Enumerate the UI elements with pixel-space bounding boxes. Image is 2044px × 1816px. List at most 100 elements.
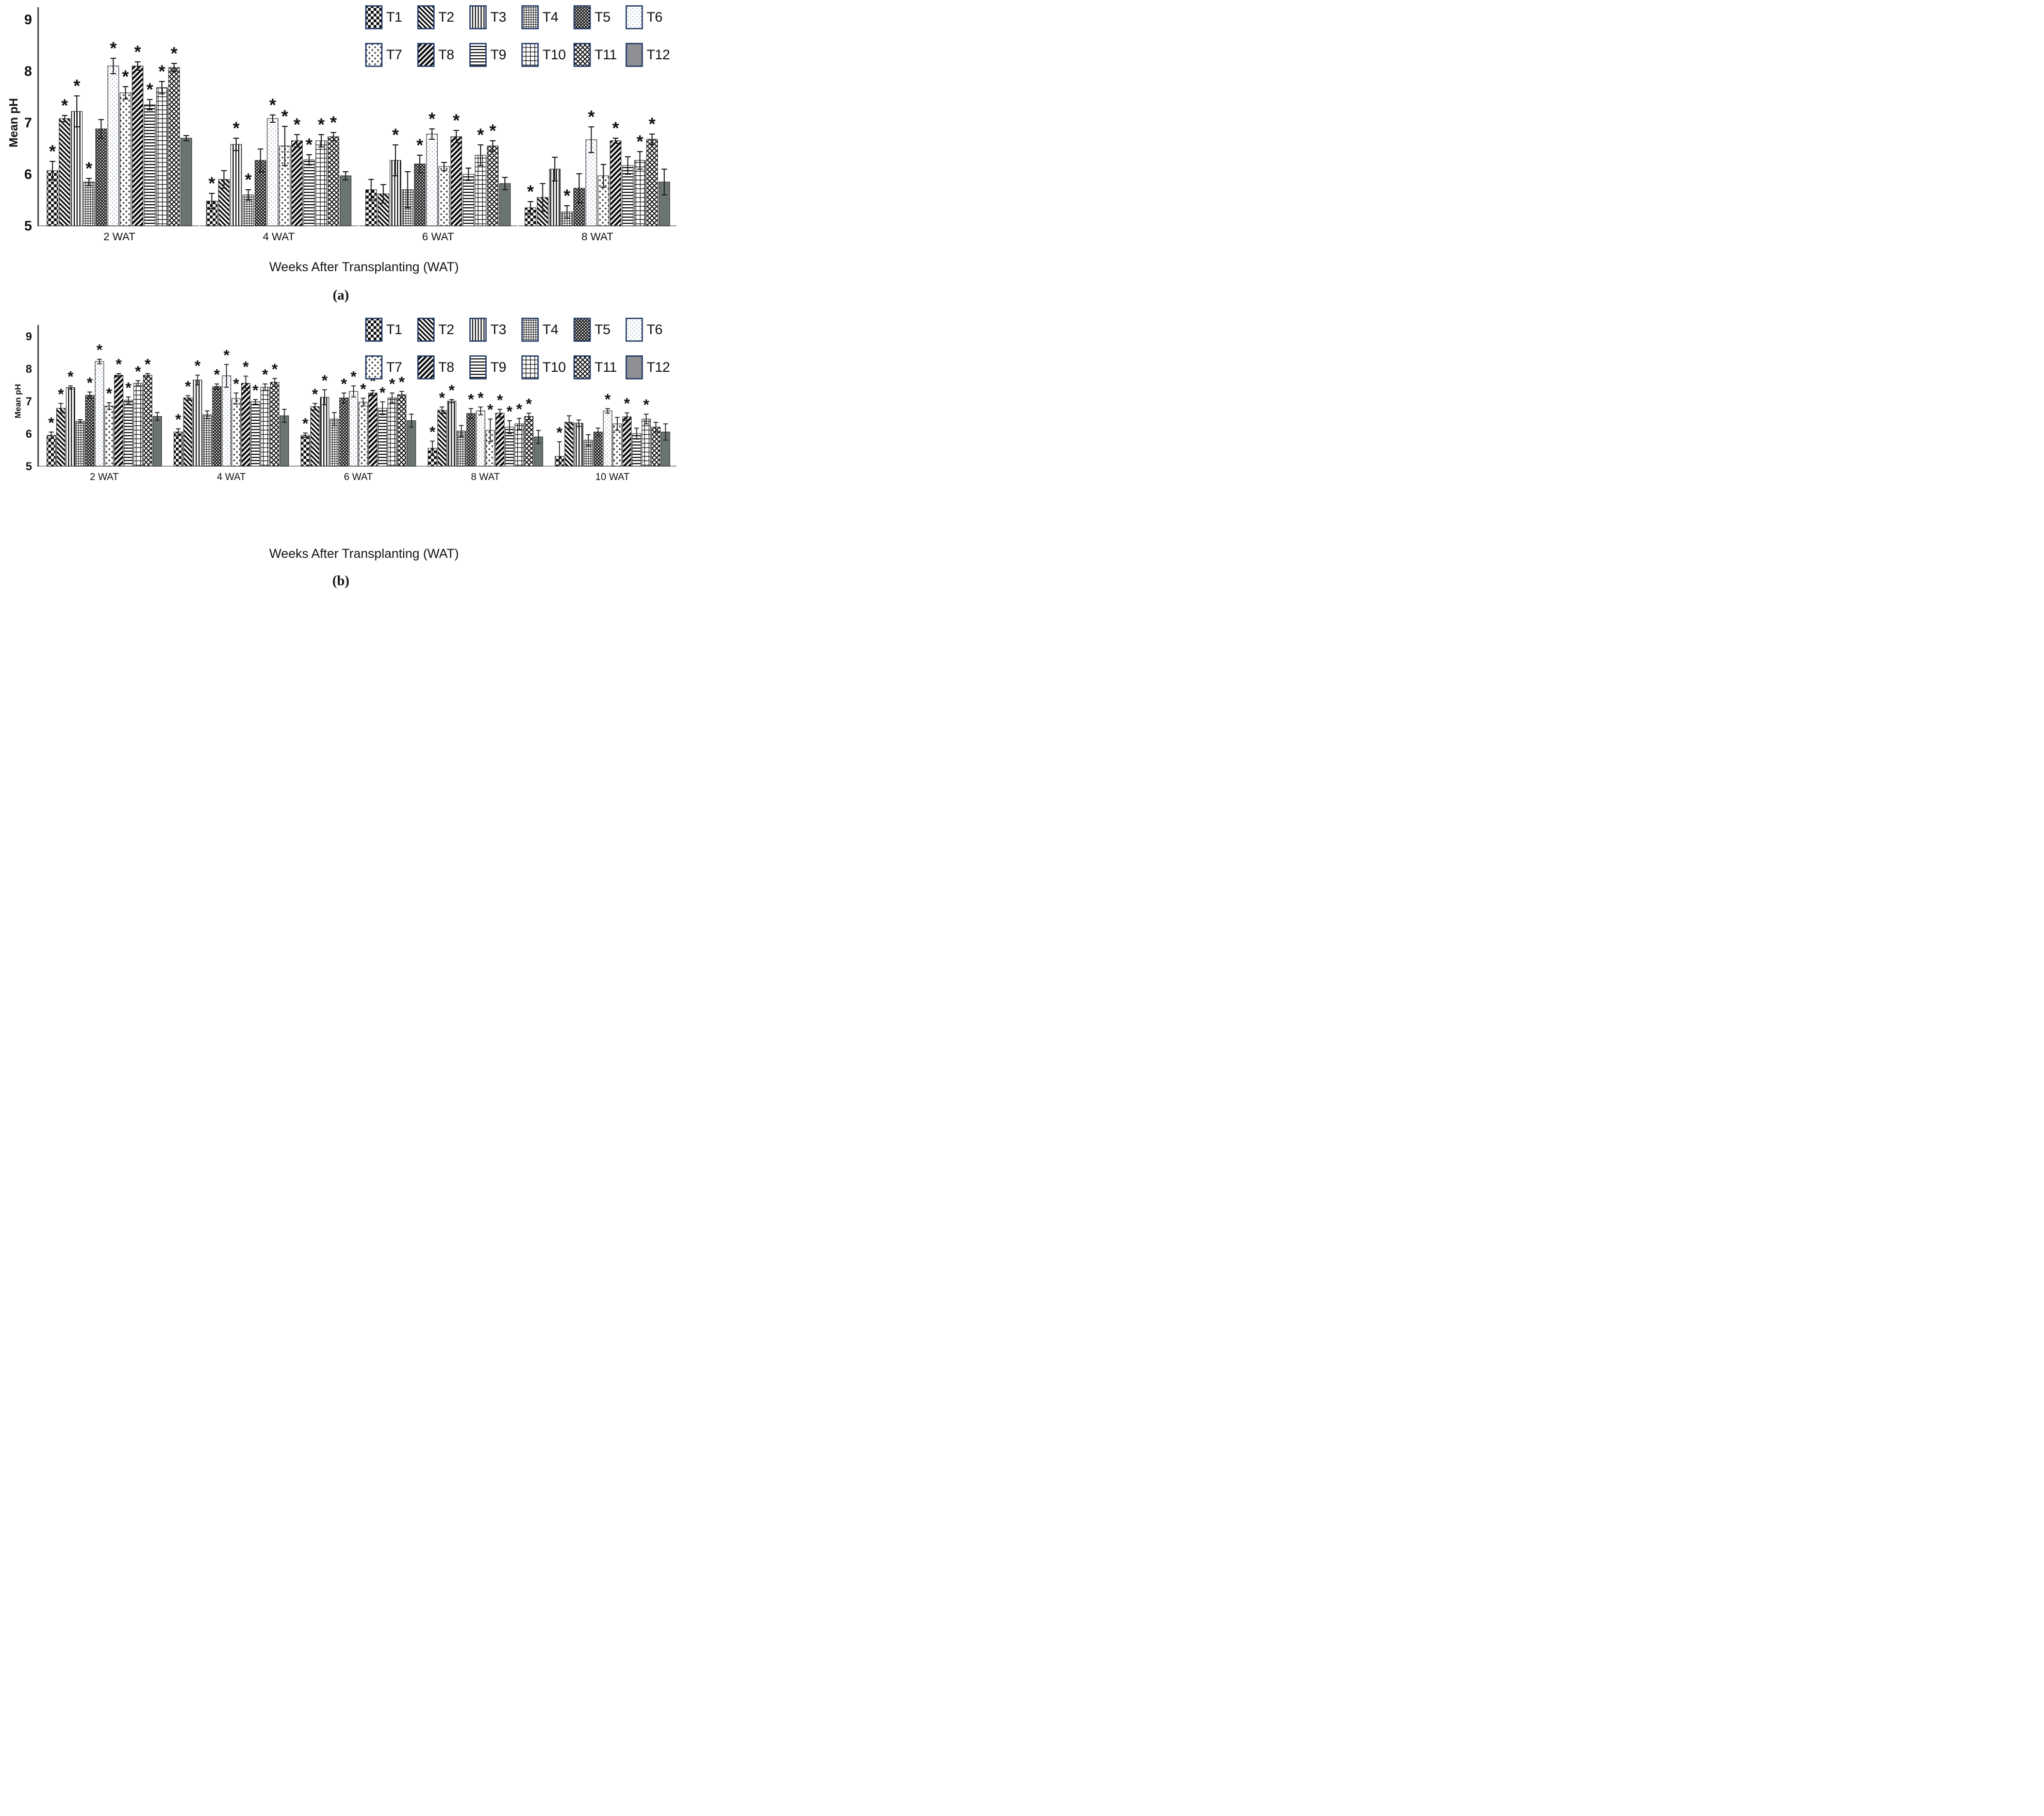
legend-swatch-plus-icon	[365, 355, 383, 379]
legend-item-t8: T8	[417, 43, 466, 67]
legend-label: T12	[647, 359, 670, 375]
significance-star: *	[61, 96, 69, 115]
significance-star: *	[399, 374, 405, 391]
legend-item-t9: T9	[469, 355, 518, 379]
bar-T7	[232, 398, 241, 467]
legend-swatch-diag-down-icon	[417, 318, 435, 342]
bar-T2	[310, 406, 320, 467]
bar-group-T9-8WAT	[622, 156, 634, 226]
significance-star: *	[87, 374, 93, 391]
y-axis-title: Mean pH	[14, 384, 23, 419]
bar-group-T5-8WAT	[573, 173, 585, 226]
legend-swatch-grid-fine-icon	[521, 318, 539, 342]
legend-label: T7	[386, 359, 402, 375]
bar-group-T4-2WAT	[75, 419, 85, 467]
legend-item-t2: T2	[417, 318, 466, 342]
significance-star: *	[253, 382, 259, 399]
bar-T4	[75, 421, 85, 467]
significance-star: *	[453, 111, 460, 130]
significance-star: *	[643, 397, 649, 414]
legend-item-t12: T12	[625, 43, 674, 67]
bar-T3	[230, 144, 242, 226]
bar-group-T11-2WAT: *	[143, 356, 153, 467]
legend-label: T12	[647, 47, 670, 62]
bar-T3	[447, 401, 456, 467]
legend-item-t4: T4	[521, 5, 570, 29]
bar-T3	[71, 111, 83, 226]
legend-swatch-hlines-icon	[469, 355, 487, 379]
significance-star: *	[293, 115, 301, 135]
legend-label: T2	[438, 322, 454, 337]
bar-group-T10-2WAT: *	[133, 363, 143, 467]
bar-group-T12-4WAT	[340, 171, 352, 226]
significance-star: *	[360, 381, 367, 398]
bar-T7	[104, 405, 114, 467]
bar-group-T11-6WAT: *	[397, 374, 407, 467]
bar-group-T12-8WAT	[658, 169, 670, 226]
legend-label: T9	[490, 47, 506, 62]
bar-group-T5-6WAT: *	[414, 136, 426, 226]
significance-star: *	[106, 385, 112, 402]
bar-group-T8-8WAT: *	[609, 119, 622, 226]
bar-T9	[144, 104, 156, 226]
bar-T6	[107, 65, 119, 226]
bar-T4	[83, 181, 95, 226]
bar-group-T11-6WAT: *	[487, 121, 499, 226]
bar-group-T2-4WAT: *	[183, 378, 193, 467]
bar-T6	[267, 118, 278, 226]
bar-group-T2-4WAT	[218, 170, 230, 226]
bar-T5	[466, 413, 476, 467]
significance-star: *	[468, 391, 474, 408]
bar-group-T11-8WAT: *	[646, 114, 658, 226]
bar-group-T8-10WAT: *	[622, 395, 632, 467]
x-axis-title-b: Weeks After Transplanting (WAT)	[269, 547, 459, 561]
significance-star: *	[194, 358, 201, 375]
legend-item-t2: T2	[417, 5, 466, 29]
legend-label: T1	[386, 322, 402, 337]
legend-label: T1	[386, 9, 402, 25]
bar-group-T10-2WAT: *	[156, 62, 168, 226]
significance-star: *	[428, 109, 436, 129]
significance-star: *	[110, 39, 117, 58]
bar-group-T3-2WAT: *	[65, 368, 75, 467]
significance-star: *	[48, 415, 55, 432]
bar-T8	[368, 392, 377, 467]
bar-group-T12-10WAT	[661, 423, 670, 467]
bar-T2	[437, 410, 447, 467]
significance-star: *	[380, 384, 386, 401]
significance-star: *	[135, 363, 141, 380]
bar-group-T6-4WAT: *	[267, 95, 278, 226]
legend-label: T3	[490, 9, 506, 25]
bar-group-T8-8WAT: *	[495, 392, 505, 467]
bar-group-T10-4WAT: *	[315, 115, 327, 226]
bar-T6	[222, 375, 232, 467]
significance-star: *	[58, 386, 64, 403]
category-label: 8 WAT	[582, 231, 614, 243]
category-label: 2 WAT	[90, 472, 119, 483]
panel-letter-b: (b)	[332, 573, 350, 588]
bar-group-T8-6WAT: *	[368, 373, 377, 467]
significance-star: *	[430, 423, 436, 440]
significance-star: *	[341, 375, 347, 392]
bar-group-T3-8WAT: *	[447, 382, 456, 467]
legend-item-t6: T6	[625, 5, 674, 29]
significance-star: *	[134, 42, 141, 62]
bar-T5	[85, 395, 95, 467]
bar-T11	[397, 394, 407, 467]
legend-item-t3: T3	[469, 5, 518, 29]
legend-swatch-diamond-icon	[573, 355, 591, 379]
bar-T1	[173, 432, 183, 467]
bar-group-T12-2WAT	[180, 135, 192, 226]
legend-swatch-checker-icon	[365, 318, 383, 342]
bar-group-T3-4WAT: *	[230, 119, 242, 226]
significance-star: *	[605, 391, 611, 408]
bar-T5	[95, 128, 107, 226]
legend-item-t5: T5	[573, 318, 622, 342]
bar-group-T9-4WAT: *	[251, 382, 260, 467]
bar-T9	[463, 174, 474, 226]
y-tick-label: 7	[24, 115, 32, 130]
significance-star: *	[318, 115, 325, 135]
y-tick-label: 8	[26, 362, 32, 375]
significance-star: *	[171, 44, 178, 63]
bar-T4	[329, 419, 339, 467]
